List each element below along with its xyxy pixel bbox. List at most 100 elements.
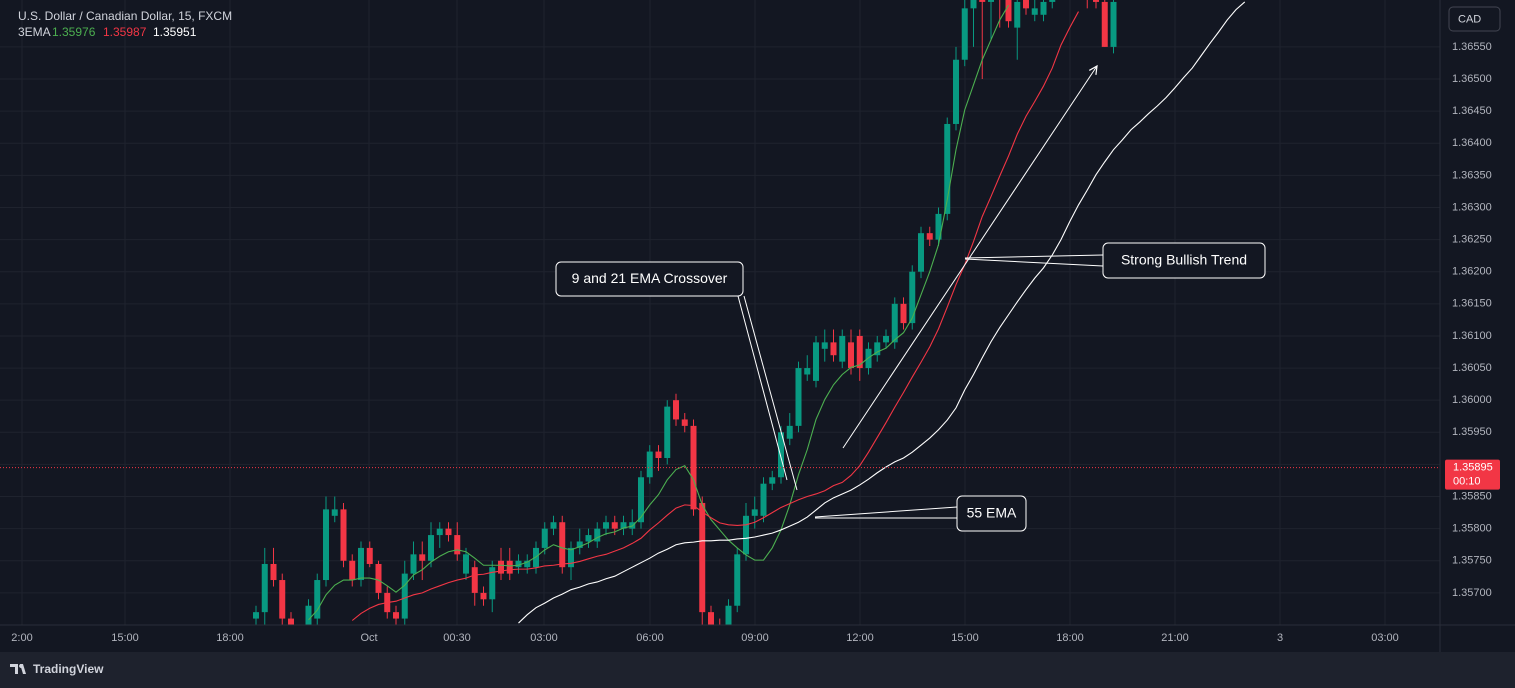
candle-body [428,535,434,561]
candle-body [988,0,994,2]
indicator-value: 1.35976 [52,25,96,39]
candle-body [830,342,837,356]
candle-body [471,567,478,593]
candle-body [1023,0,1029,9]
candle-body [253,612,259,619]
candle-body [821,342,828,349]
y-tick-label: 1.36550 [1452,41,1492,53]
annotation-text: Strong Bullish Trend [1121,252,1247,268]
candle-body [655,451,662,458]
candle-body [270,563,277,581]
candle-body [1101,1,1108,47]
candle-body [673,400,679,420]
currency-button[interactable] [1448,6,1501,32]
candle-body [760,483,767,516]
candle-body [550,522,557,529]
candle-body [813,342,819,381]
candle-body [961,8,968,60]
y-tick-label: 1.36500 [1452,73,1492,85]
candle-body [489,567,496,600]
candle-body [533,547,539,568]
candle-body [305,605,312,625]
candle-body [646,451,653,478]
indicator-value: 1.35951 [153,25,197,39]
candle-body [891,303,898,343]
ema-line [308,4,1009,621]
annotation-pointer [814,506,958,518]
candle-body [926,233,933,240]
annotation-pointer [737,295,788,481]
candle-body [979,0,986,2]
y-tick-label: 1.36250 [1452,234,1492,246]
candle-body [419,554,426,561]
candle-body [323,509,329,581]
candle-body [970,0,977,9]
candle-body [611,522,618,529]
y-tick-label: 1.35750 [1452,555,1492,567]
candle-body [506,560,513,574]
x-tick-label: 03:00 [530,632,558,644]
x-tick-label: 18:00 [216,632,244,644]
candle-body [786,425,793,439]
candle-body [1005,0,1012,22]
axes: 1.357001.357501.358001.358501.359001.359… [11,41,1491,644]
candle-body [751,509,758,516]
annotation-pointer [743,295,798,491]
candle-body [393,612,399,619]
annotation-trend: Strong Bullish Trend [842,66,1266,449]
candle-body [594,528,601,542]
candle-body [918,233,924,272]
x-tick-label: 00:30 [443,632,471,644]
symbol-title: U.S. Dollar / Canadian Dollar, 15, FXCM [18,9,232,23]
candle-body [883,335,889,343]
annotation-pointer [964,254,1104,259]
last-price-badge [1445,459,1500,490]
footer-bar [0,652,1515,688]
candle-body [436,528,443,536]
annotation-pointer [964,258,1104,267]
candle-body [463,554,469,574]
candle-body [874,342,881,356]
indicator-value: 1.35987 [103,25,147,39]
candle-body [340,509,347,561]
candle-body [498,560,504,574]
candle-body [734,554,741,606]
candle-body [638,477,644,523]
candle-body [804,368,811,375]
annotation-box [1102,242,1266,279]
candle-body [795,368,802,426]
annotation-55ema: 55 EMA [814,495,1027,532]
y-tick-label: 1.36050 [1452,362,1492,374]
x-tick-label: 18:00 [1056,632,1084,644]
candle-body [279,580,286,619]
candle-body [769,477,776,484]
candle-body [681,419,688,426]
candle-body [699,502,706,613]
candle-body [1110,1,1117,47]
candle-body [480,592,487,600]
x-tick-label: 03:00 [1371,632,1399,644]
currency-label[interactable]: CAD [1458,13,1481,25]
bar-countdown: 00:10 [1453,476,1481,488]
candle-body [410,554,417,574]
x-tick-label: 15:00 [951,632,979,644]
candle-body [1014,1,1021,28]
indicator-label: 3EMA [18,25,51,39]
annotation-text: 55 EMA [967,505,1017,521]
x-tick-label: 3 [1277,632,1283,644]
candle-body [576,541,583,548]
candle-body [366,547,373,564]
ema-line [351,11,1079,621]
annotation-box [956,495,1027,532]
y-tick-label: 1.36400 [1452,137,1492,149]
candle-body [1031,8,1038,15]
candle-body [541,528,548,548]
x-tick-label: 06:00 [636,632,664,644]
brand-logo [10,664,26,674]
candle-body [375,563,382,593]
candle-body [515,560,522,568]
candle-body [664,406,671,458]
candle-body [585,535,592,542]
y-tick-label: 1.36200 [1452,266,1492,278]
candle-body [331,509,338,516]
